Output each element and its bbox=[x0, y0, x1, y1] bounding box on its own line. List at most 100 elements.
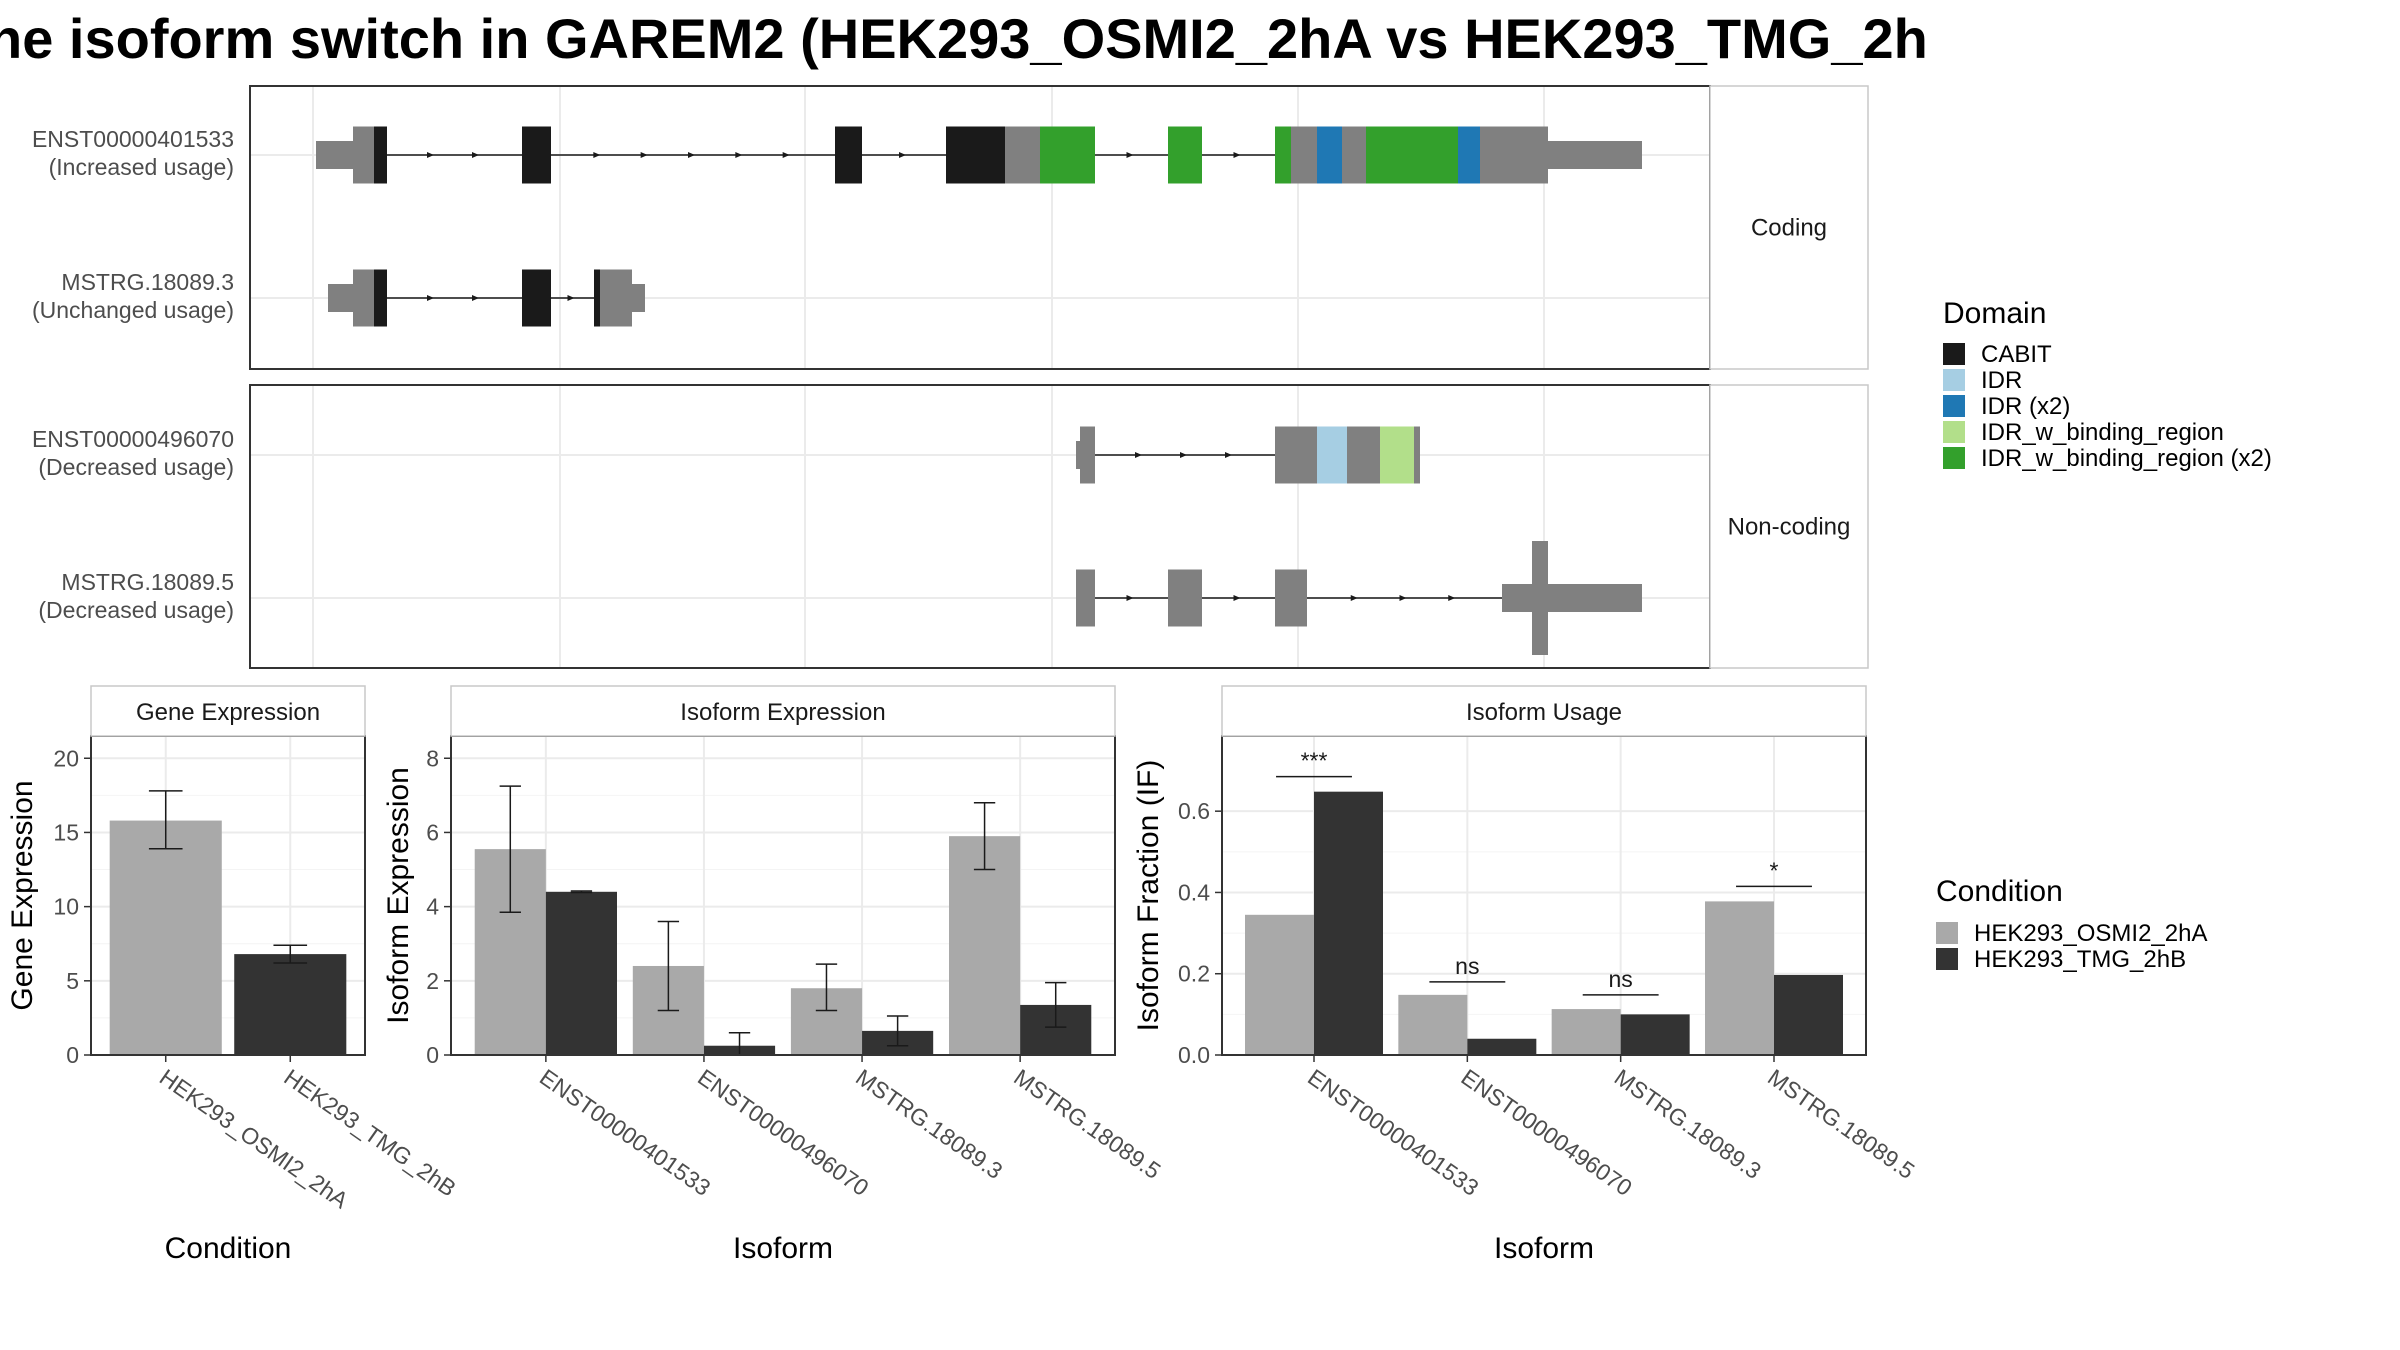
intron-arrow bbox=[735, 152, 743, 158]
exon-segment bbox=[353, 269, 374, 327]
exon-segment bbox=[1458, 126, 1480, 184]
exon-segment bbox=[1168, 126, 1202, 184]
exon-segment bbox=[1005, 126, 1040, 184]
intron-arrow bbox=[427, 295, 434, 301]
intron-arrow bbox=[1180, 452, 1187, 458]
exon-segment bbox=[1502, 584, 1532, 612]
y-tick-label: 10 bbox=[53, 894, 79, 920]
y-axis-label: Gene Expression bbox=[6, 780, 39, 1010]
legend-title: Condition bbox=[1936, 875, 2063, 908]
exon-segment bbox=[1380, 426, 1414, 484]
bar bbox=[949, 836, 1021, 1055]
exon-segment bbox=[600, 269, 632, 327]
bar bbox=[1314, 791, 1383, 1055]
isoform-row-sublabel: (Decreased usage) bbox=[38, 454, 234, 480]
y-tick-label: 5 bbox=[66, 968, 79, 994]
intron-arrow bbox=[1350, 595, 1358, 601]
exon-segment bbox=[1080, 426, 1095, 484]
y-tick-label: 0.4 bbox=[1178, 879, 1210, 905]
exon-segment bbox=[522, 126, 551, 184]
legend-key bbox=[1943, 421, 1965, 443]
intron-arrow bbox=[472, 295, 479, 301]
exon-segment bbox=[1532, 541, 1548, 655]
x-tick-label: MSTRG.18089.3 bbox=[851, 1064, 1007, 1184]
exon-segment bbox=[1317, 426, 1347, 484]
intron-arrow bbox=[1225, 452, 1232, 458]
isoform-row-label: ENST00000496070 bbox=[32, 426, 234, 452]
bar bbox=[1245, 914, 1314, 1055]
figure-title: he isoform switch in GAREM2 (HEK293_OSMI… bbox=[0, 7, 1928, 70]
y-tick-label: 0.2 bbox=[1178, 961, 1210, 987]
exon-segment bbox=[1317, 126, 1342, 184]
legend-key bbox=[1943, 395, 1965, 417]
legend-label: IDR_w_binding_region (x2) bbox=[1981, 445, 2272, 472]
exon-segment bbox=[1168, 569, 1202, 627]
bar bbox=[1398, 994, 1468, 1055]
exon-segment bbox=[522, 269, 551, 327]
significance-label: ns bbox=[1609, 966, 1633, 992]
legend-label: CABIT bbox=[1981, 341, 2052, 368]
intron-arrow bbox=[427, 152, 434, 158]
legend-title: Domain bbox=[1943, 297, 2046, 330]
y-tick-label: 15 bbox=[53, 819, 79, 845]
exon-segment bbox=[1347, 426, 1380, 484]
exon-segment bbox=[1414, 426, 1420, 484]
exon-segment bbox=[328, 284, 353, 312]
legend-key bbox=[1936, 922, 1958, 944]
exon-segment bbox=[1275, 126, 1291, 184]
legend-label: IDR bbox=[1981, 367, 2022, 394]
exon-segment bbox=[946, 126, 1005, 184]
legend-key bbox=[1943, 369, 1965, 391]
intron-arrow bbox=[1135, 452, 1142, 458]
chart-title: Gene Expression bbox=[136, 699, 320, 726]
y-tick-label: 2 bbox=[426, 968, 439, 994]
significance-label: *** bbox=[1301, 748, 1328, 774]
x-tick-label: MSTRG.18089.5 bbox=[1009, 1064, 1165, 1184]
bar bbox=[234, 954, 347, 1055]
legend-label: HEK293_OSMI2_2hA bbox=[1974, 920, 2207, 947]
isoform-row-label: MSTRG.18089.5 bbox=[61, 569, 234, 595]
intron-arrow bbox=[688, 152, 695, 158]
isoform-row-label: MSTRG.18089.3 bbox=[61, 269, 234, 295]
isoform-row-label: ENST00000401533 bbox=[32, 126, 234, 152]
bar bbox=[545, 891, 617, 1055]
y-tick-label: 20 bbox=[53, 745, 79, 771]
bar bbox=[1551, 1009, 1621, 1055]
exon-segment bbox=[1548, 584, 1642, 612]
significance-label: ns bbox=[1455, 953, 1479, 979]
facet-strip bbox=[1709, 384, 1869, 669]
facet-strip-label: Coding bbox=[1751, 215, 1827, 242]
intron-arrow bbox=[1233, 152, 1241, 158]
y-tick-label: 8 bbox=[426, 745, 439, 771]
x-axis-label: Isoform bbox=[1494, 1232, 1594, 1265]
intron-arrow bbox=[899, 152, 906, 158]
intron-arrow bbox=[472, 152, 479, 158]
bar bbox=[1467, 1038, 1537, 1055]
bar-chart-2: 02468ENST00000401533ENST00000496070MSTRG… bbox=[382, 685, 1166, 1265]
y-tick-label: 6 bbox=[426, 819, 439, 845]
exon-segment bbox=[632, 284, 645, 312]
x-tick-label: MSTRG.18089.3 bbox=[1610, 1064, 1766, 1184]
exon-segment bbox=[594, 269, 600, 327]
exon-segment bbox=[1291, 126, 1317, 184]
exon-segment bbox=[1480, 126, 1548, 184]
chart-title: Isoform Expression bbox=[680, 699, 885, 726]
isoform-structure-panels: ENST00000401533(Increased usage) MSTRG.18… bbox=[32, 85, 1869, 669]
isoform-row-sublabel: (Increased usage) bbox=[49, 154, 234, 180]
exon-segment bbox=[1342, 126, 1366, 184]
y-tick-label: 0.0 bbox=[1178, 1042, 1210, 1068]
exon-segment bbox=[1076, 441, 1080, 469]
intron-arrow bbox=[640, 152, 648, 158]
intron-arrow bbox=[1126, 595, 1134, 601]
y-tick-label: 0 bbox=[66, 1042, 79, 1068]
exon-segment bbox=[374, 126, 387, 184]
intron-arrow bbox=[1448, 595, 1456, 601]
x-axis-label: Isoform bbox=[733, 1232, 833, 1265]
y-tick-label: 0.6 bbox=[1178, 798, 1210, 824]
exon-segment bbox=[316, 141, 353, 169]
x-tick-label: ENST00000496070 bbox=[693, 1064, 873, 1201]
intron-arrow bbox=[1233, 595, 1241, 601]
x-tick-label: MSTRG.18089.5 bbox=[1763, 1064, 1919, 1184]
